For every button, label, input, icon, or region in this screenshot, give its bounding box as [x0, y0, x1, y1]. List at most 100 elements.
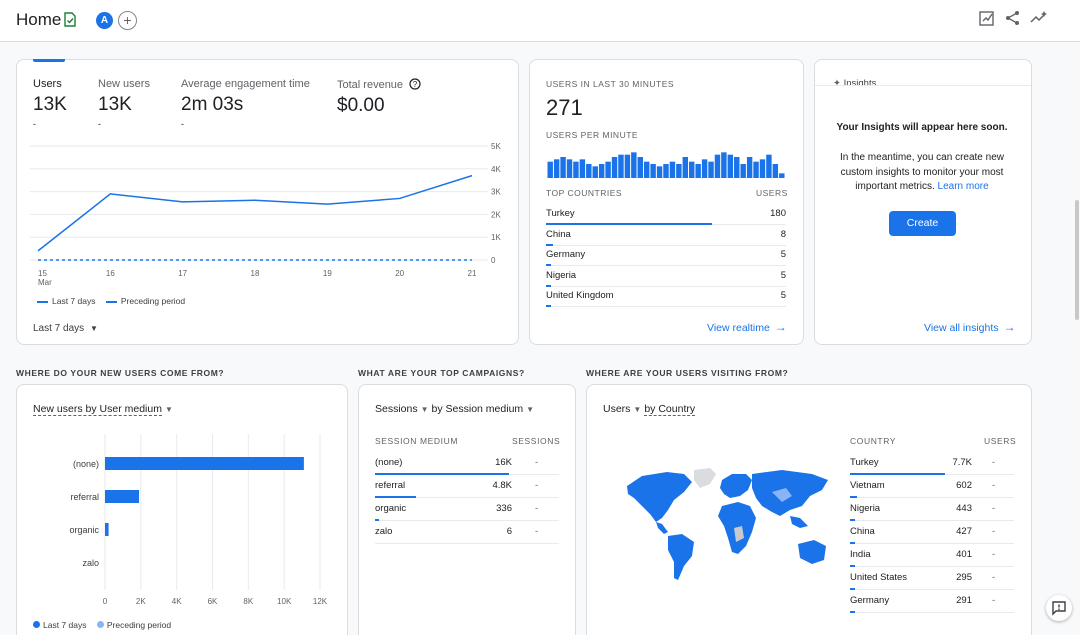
session-medium-dropdown[interactable]: by Session medium — [431, 403, 524, 415]
minute-bar[interactable] — [759, 159, 766, 178]
comparison-avatar[interactable]: A — [96, 12, 113, 29]
sessions-value: 336 — [496, 503, 512, 514]
country-row[interactable]: United Kingdom 5 — [546, 287, 786, 307]
create-insight-button[interactable]: Create — [889, 211, 956, 236]
bar-current[interactable] — [105, 490, 140, 503]
minute-bar[interactable] — [656, 166, 663, 178]
country-users: 295 — [956, 572, 972, 583]
minute-bar[interactable] — [611, 157, 618, 178]
world-map[interactable] — [622, 466, 834, 586]
minute-bar[interactable] — [650, 164, 656, 178]
learn-more-link[interactable]: Learn more — [937, 181, 989, 192]
period-dropdown-label: Last 7 days — [33, 323, 85, 334]
minute-bar[interactable] — [643, 161, 650, 178]
sessions-change: - — [535, 526, 539, 537]
minute-bar[interactable] — [618, 154, 624, 178]
insights-sparkline-icon[interactable] — [1030, 9, 1048, 27]
campaign-row[interactable]: organic 336 - — [375, 498, 559, 521]
minute-bar[interactable] — [631, 152, 637, 178]
country-row[interactable]: Nigeria 5 — [546, 267, 786, 287]
country-row[interactable]: India 401 - — [850, 544, 1014, 567]
sessions-metric-dropdown[interactable]: Sessions — [375, 403, 418, 415]
users-metric-dropdown[interactable]: Users — [603, 403, 631, 415]
minute-bar[interactable] — [740, 164, 746, 178]
country-row[interactable]: China 8 — [546, 226, 786, 246]
country-name: Vietnam — [850, 480, 885, 491]
new-users-card — [16, 384, 348, 635]
campaign-row[interactable]: referral 4.8K - — [375, 475, 559, 498]
minute-bar[interactable] — [708, 161, 714, 178]
help-icon[interactable]: ? — [409, 78, 421, 90]
top-countries-header: TOP COUNTRIES — [546, 188, 623, 198]
country-row[interactable]: Germany 291 - — [850, 590, 1014, 613]
minute-bar[interactable] — [592, 166, 598, 178]
minute-bar[interactable] — [727, 154, 734, 178]
feedback-button[interactable] — [1046, 595, 1072, 621]
minute-bar[interactable] — [714, 154, 721, 178]
minute-bar[interactable] — [598, 164, 605, 178]
country-name: Turkey — [546, 208, 575, 219]
edit-report-icon[interactable] — [978, 9, 996, 27]
minute-bar[interactable] — [779, 173, 785, 178]
minute-bar[interactable] — [682, 157, 689, 178]
map-europe — [720, 474, 752, 498]
share-bar — [375, 496, 416, 498]
new-users-dropdown[interactable]: New users by User medium ▼ — [33, 403, 176, 416]
minute-bar[interactable] — [766, 154, 772, 178]
minute-bar[interactable] — [605, 161, 611, 178]
minute-bar[interactable] — [721, 152, 727, 178]
country-row[interactable]: United States 295 - — [850, 567, 1014, 590]
insights-body: In the meantime, you can create new cust… — [830, 151, 1014, 195]
minute-bar[interactable] — [637, 157, 643, 178]
minute-bar[interactable] — [547, 161, 553, 178]
metric-new-users[interactable]: New users 13K - — [98, 78, 150, 129]
view-realtime-link[interactable]: View realtime → — [707, 320, 787, 334]
minute-bar[interactable] — [553, 159, 560, 178]
minute-bar[interactable] — [701, 159, 708, 178]
minute-bar[interactable] — [753, 161, 759, 178]
y-tick-label: 2K — [491, 210, 501, 219]
country-row[interactable]: China 427 - — [850, 521, 1014, 544]
bar-current[interactable] — [105, 457, 304, 470]
minute-bar[interactable] — [772, 164, 779, 178]
share-icon[interactable] — [1004, 9, 1022, 27]
country-row[interactable]: Nigeria 443 - — [850, 498, 1014, 521]
minute-bar[interactable] — [566, 159, 573, 178]
minute-bar[interactable] — [624, 154, 631, 178]
metric-total-revenue[interactable]: Total revenue ? $0.00 — [337, 78, 421, 117]
minute-bar[interactable] — [573, 161, 579, 178]
metric-engagement-time[interactable]: Average engagement time 2m 03s - — [181, 78, 310, 129]
country-row[interactable]: Turkey 7.7K - — [850, 452, 1014, 475]
country-row[interactable]: Germany 5 — [546, 246, 786, 266]
country-dimension-dropdown[interactable]: by Country — [644, 403, 696, 416]
country-name: Turkey — [850, 457, 879, 468]
minute-bar[interactable] — [676, 164, 682, 178]
feedback-icon — [1052, 601, 1066, 616]
minute-bar[interactable] — [669, 161, 676, 178]
minute-bar[interactable] — [579, 159, 586, 178]
campaign-row[interactable]: zalo 6 - — [375, 521, 559, 544]
country-row[interactable]: Turkey 180 — [546, 205, 786, 225]
active-metric-indicator — [33, 59, 65, 62]
metric-users[interactable]: Users 13K - — [33, 78, 67, 129]
bar-current[interactable] — [105, 523, 109, 536]
period-dropdown[interactable]: Last 7 days ▼ — [33, 323, 98, 334]
add-comparison-button[interactable]: + — [118, 11, 137, 30]
campaign-row[interactable]: (none) 16K - — [375, 452, 559, 475]
view-all-insights-link[interactable]: View all insights → — [924, 320, 1015, 334]
sessions-value: 16K — [495, 457, 512, 468]
minute-bar[interactable] — [689, 161, 695, 178]
country-change: - — [992, 572, 996, 583]
page-scrollbar[interactable] — [1075, 200, 1079, 320]
minute-bar[interactable] — [560, 157, 566, 178]
minute-bar[interactable] — [663, 164, 669, 178]
minute-bar[interactable] — [586, 164, 592, 178]
country-row[interactable]: Vietnam 602 - — [850, 475, 1014, 498]
country-dropdown[interactable]: Users ▼ by Country — [603, 403, 696, 416]
country-users: 5 — [780, 269, 786, 281]
saved-report-icon[interactable] — [63, 12, 77, 27]
minute-bar[interactable] — [746, 157, 753, 178]
minute-bar[interactable] — [695, 164, 701, 178]
campaigns-dropdown[interactable]: Sessions ▼ by Session medium ▼ — [375, 403, 537, 415]
minute-bar[interactable] — [734, 157, 740, 178]
